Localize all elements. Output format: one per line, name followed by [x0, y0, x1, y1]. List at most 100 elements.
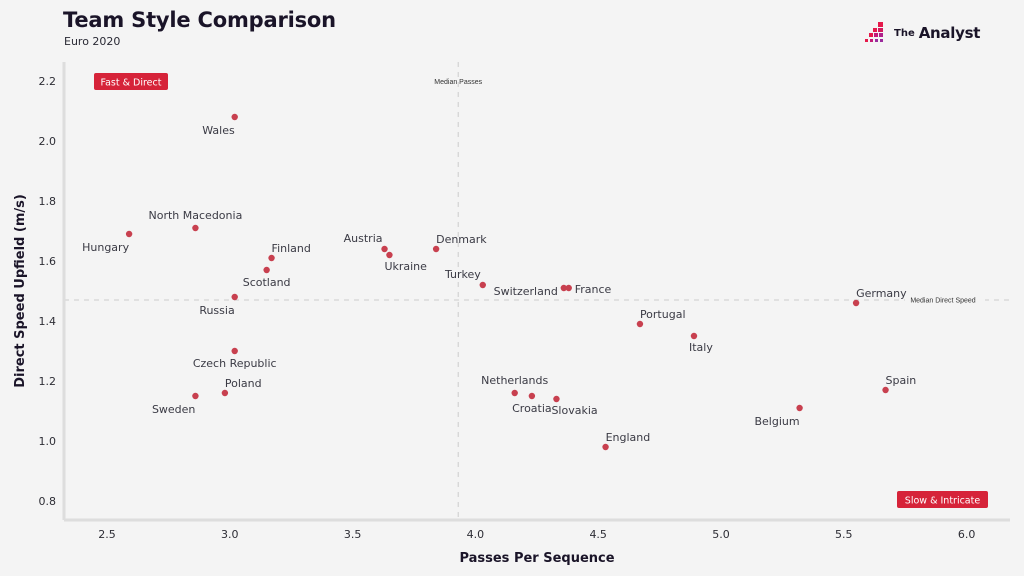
team-point [796, 404, 803, 412]
median-direct-speed-label-bg [905, 294, 985, 305]
team-label: Croatia [512, 402, 552, 415]
team-label: Turkey [444, 268, 481, 281]
team-point-group: Spain [882, 374, 917, 394]
team-label: Ukraine [384, 260, 427, 273]
x-tick-label: 6.0 [958, 528, 976, 541]
team-point [231, 113, 238, 121]
data-points: Wales North Macedonia Hungary Finland Scotla… [82, 113, 917, 451]
y-tick-label: 2.2 [39, 75, 57, 88]
team-label: Wales [202, 124, 235, 137]
team-point [386, 251, 393, 259]
x-tick-label: 3.5 [344, 528, 362, 541]
quadrant-badge-bg [897, 491, 988, 508]
y-tick-label: 1.8 [39, 195, 57, 208]
team-point-group: Austria [344, 232, 388, 253]
team-label: Hungary [82, 241, 129, 254]
team-point-group: Croatia [512, 392, 552, 415]
quadrant-badge: Slow & Intricate [897, 491, 988, 508]
team-point-group: England [602, 431, 651, 451]
team-point-group: Poland [221, 377, 262, 397]
x-tick-label: 5.5 [835, 528, 853, 541]
x-tick-label: 5.0 [712, 528, 730, 541]
team-point [231, 347, 238, 355]
team-point-group: Scotland [243, 266, 291, 289]
x-tick-label: 2.5 [98, 528, 116, 541]
team-point-group: Turkey [444, 268, 486, 289]
the-analyst-logo: The Analyst [864, 22, 980, 44]
team-point [192, 224, 199, 232]
quadrant-badge-text: Slow & Intricate [905, 496, 981, 507]
team-label: Portugal [640, 308, 686, 321]
team-point-group: Denmark [432, 233, 487, 253]
x-tick-label: 4.0 [467, 528, 485, 541]
y-tick-label: 1.4 [39, 315, 57, 328]
y-tick-label: 1.6 [39, 255, 57, 268]
y-tick-label: 0.8 [39, 495, 57, 508]
team-label: Germany [856, 287, 907, 300]
quadrant-badge: Fast & Direct [94, 73, 168, 90]
team-point-group: Hungary [82, 230, 133, 254]
team-point [263, 266, 270, 274]
team-point-group: Germany [852, 287, 907, 307]
team-label: Slovakia [551, 404, 597, 417]
y-tick-label: 1.2 [39, 375, 57, 388]
team-label: Poland [225, 377, 262, 390]
team-point [636, 320, 644, 328]
chart-subtitle: Euro 2020 [64, 35, 121, 48]
team-point [381, 245, 388, 253]
team-label: Spain [886, 374, 917, 387]
y-axis-title: Direct Speed Upfield (m/s) [13, 194, 28, 388]
y-tick-label: 2.0 [39, 135, 57, 148]
team-point-group: Italy [689, 332, 713, 354]
team-point-group: France [565, 283, 612, 296]
team-point [565, 284, 572, 292]
team-label: Italy [689, 341, 713, 354]
team-label: Switzerland [494, 285, 558, 298]
team-label: Belgium [754, 415, 799, 428]
team-point [432, 245, 440, 253]
team-point [528, 392, 536, 400]
team-point [231, 293, 238, 301]
team-point-group: North Macedonia [149, 209, 243, 232]
x-tick-label: 4.5 [589, 528, 607, 541]
team-label: North Macedonia [149, 209, 243, 222]
team-point-group: Belgium [754, 404, 803, 428]
quadrant-badge-bg [94, 73, 168, 90]
team-label: Netherlands [481, 374, 548, 387]
axes: 2.5 3.0 3.5 4.0 4.5 5.0 5.5 6.0 0.8 1.0 1.2 1.4 1.6 1… [39, 62, 1010, 541]
team-label: Finland [272, 242, 311, 255]
team-label: Russia [199, 304, 234, 317]
x-axis-title: Passes Per Sequence [459, 551, 614, 566]
analyst-pixel-logo-icon [865, 22, 883, 42]
median-direct-speed-label: Median Direct Speed [910, 298, 975, 305]
quadrant-badge-text: Fast & Direct [101, 78, 162, 89]
team-point-group: Ukraine [384, 251, 427, 273]
logo-text-the: The [894, 27, 915, 39]
team-point [125, 230, 133, 238]
team-point-group: Switzerland [494, 284, 568, 298]
quadrant-labels: Fast & Direct Slow & Intricate [94, 73, 988, 508]
team-point-group: Finland [268, 242, 311, 262]
team-label: Austria [344, 232, 383, 245]
team-label: Sweden [152, 403, 195, 416]
team-point [690, 332, 698, 340]
reference-lines: Median Passes Median Direct Speed [64, 62, 1010, 520]
team-point [268, 254, 275, 262]
team-point-group: Russia [199, 293, 238, 317]
team-label: Scotland [243, 276, 291, 289]
team-point [511, 389, 518, 397]
y-tick-label: 1.0 [39, 435, 57, 448]
team-point [602, 443, 609, 451]
logo-text-analyst: Analyst [918, 24, 981, 42]
chart-title: Team Style Comparison [63, 8, 336, 32]
team-point-group: Sweden [152, 392, 199, 416]
team-point-group: Czech Republic [193, 347, 277, 370]
team-label: England [606, 431, 651, 444]
team-label: Denmark [436, 233, 487, 246]
team-point [221, 389, 229, 397]
x-tick-label: 3.0 [221, 528, 239, 541]
median-passes-label: Median Passes [434, 79, 482, 86]
team-point-group: Netherlands [481, 374, 548, 397]
team-point [479, 281, 486, 289]
